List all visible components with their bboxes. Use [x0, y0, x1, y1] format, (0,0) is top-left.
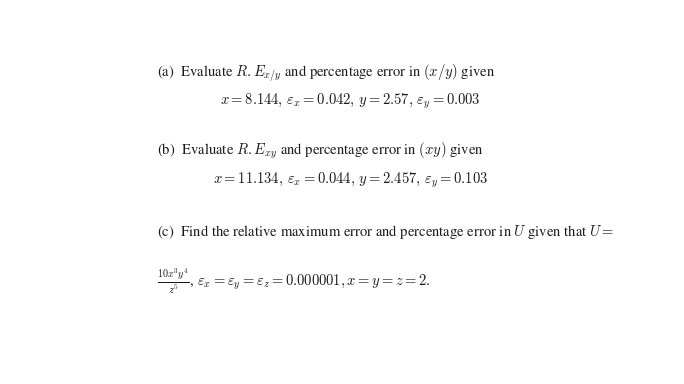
Text: (b)  Evaluate $R.E_{xy}$ and percentage error in $(xy)$ given: (b) Evaluate $R.E_{xy}$ and percentage e… — [157, 141, 484, 161]
Text: $x = 11.134,\, \varepsilon_x = 0.044,\, y = 2.457,\, \varepsilon_y = 0.103$: $x = 11.134,\, \varepsilon_x = 0.044,\, … — [213, 170, 488, 190]
Text: $\frac{10x^3y^4}{z^5}$, $\varepsilon_x = \varepsilon_y = \varepsilon_z = 0.00000: $\frac{10x^3y^4}{z^5}$, $\varepsilon_x =… — [157, 266, 431, 296]
Text: (a)  Evaluate $R.E_{x/y}$ and percentage error in $(x/y)$ given: (a) Evaluate $R.E_{x/y}$ and percentage … — [157, 62, 495, 84]
Text: $x = 8.144,\, \varepsilon_x = 0.042,\, y = 2.57,\, \varepsilon_y = 0.003$: $x = 8.144,\, \varepsilon_x = 0.042,\, y… — [220, 92, 481, 111]
Text: (c)  Find the relative maximum error and percentage error in $U$ given that $U =: (c) Find the relative maximum error and … — [157, 223, 614, 242]
